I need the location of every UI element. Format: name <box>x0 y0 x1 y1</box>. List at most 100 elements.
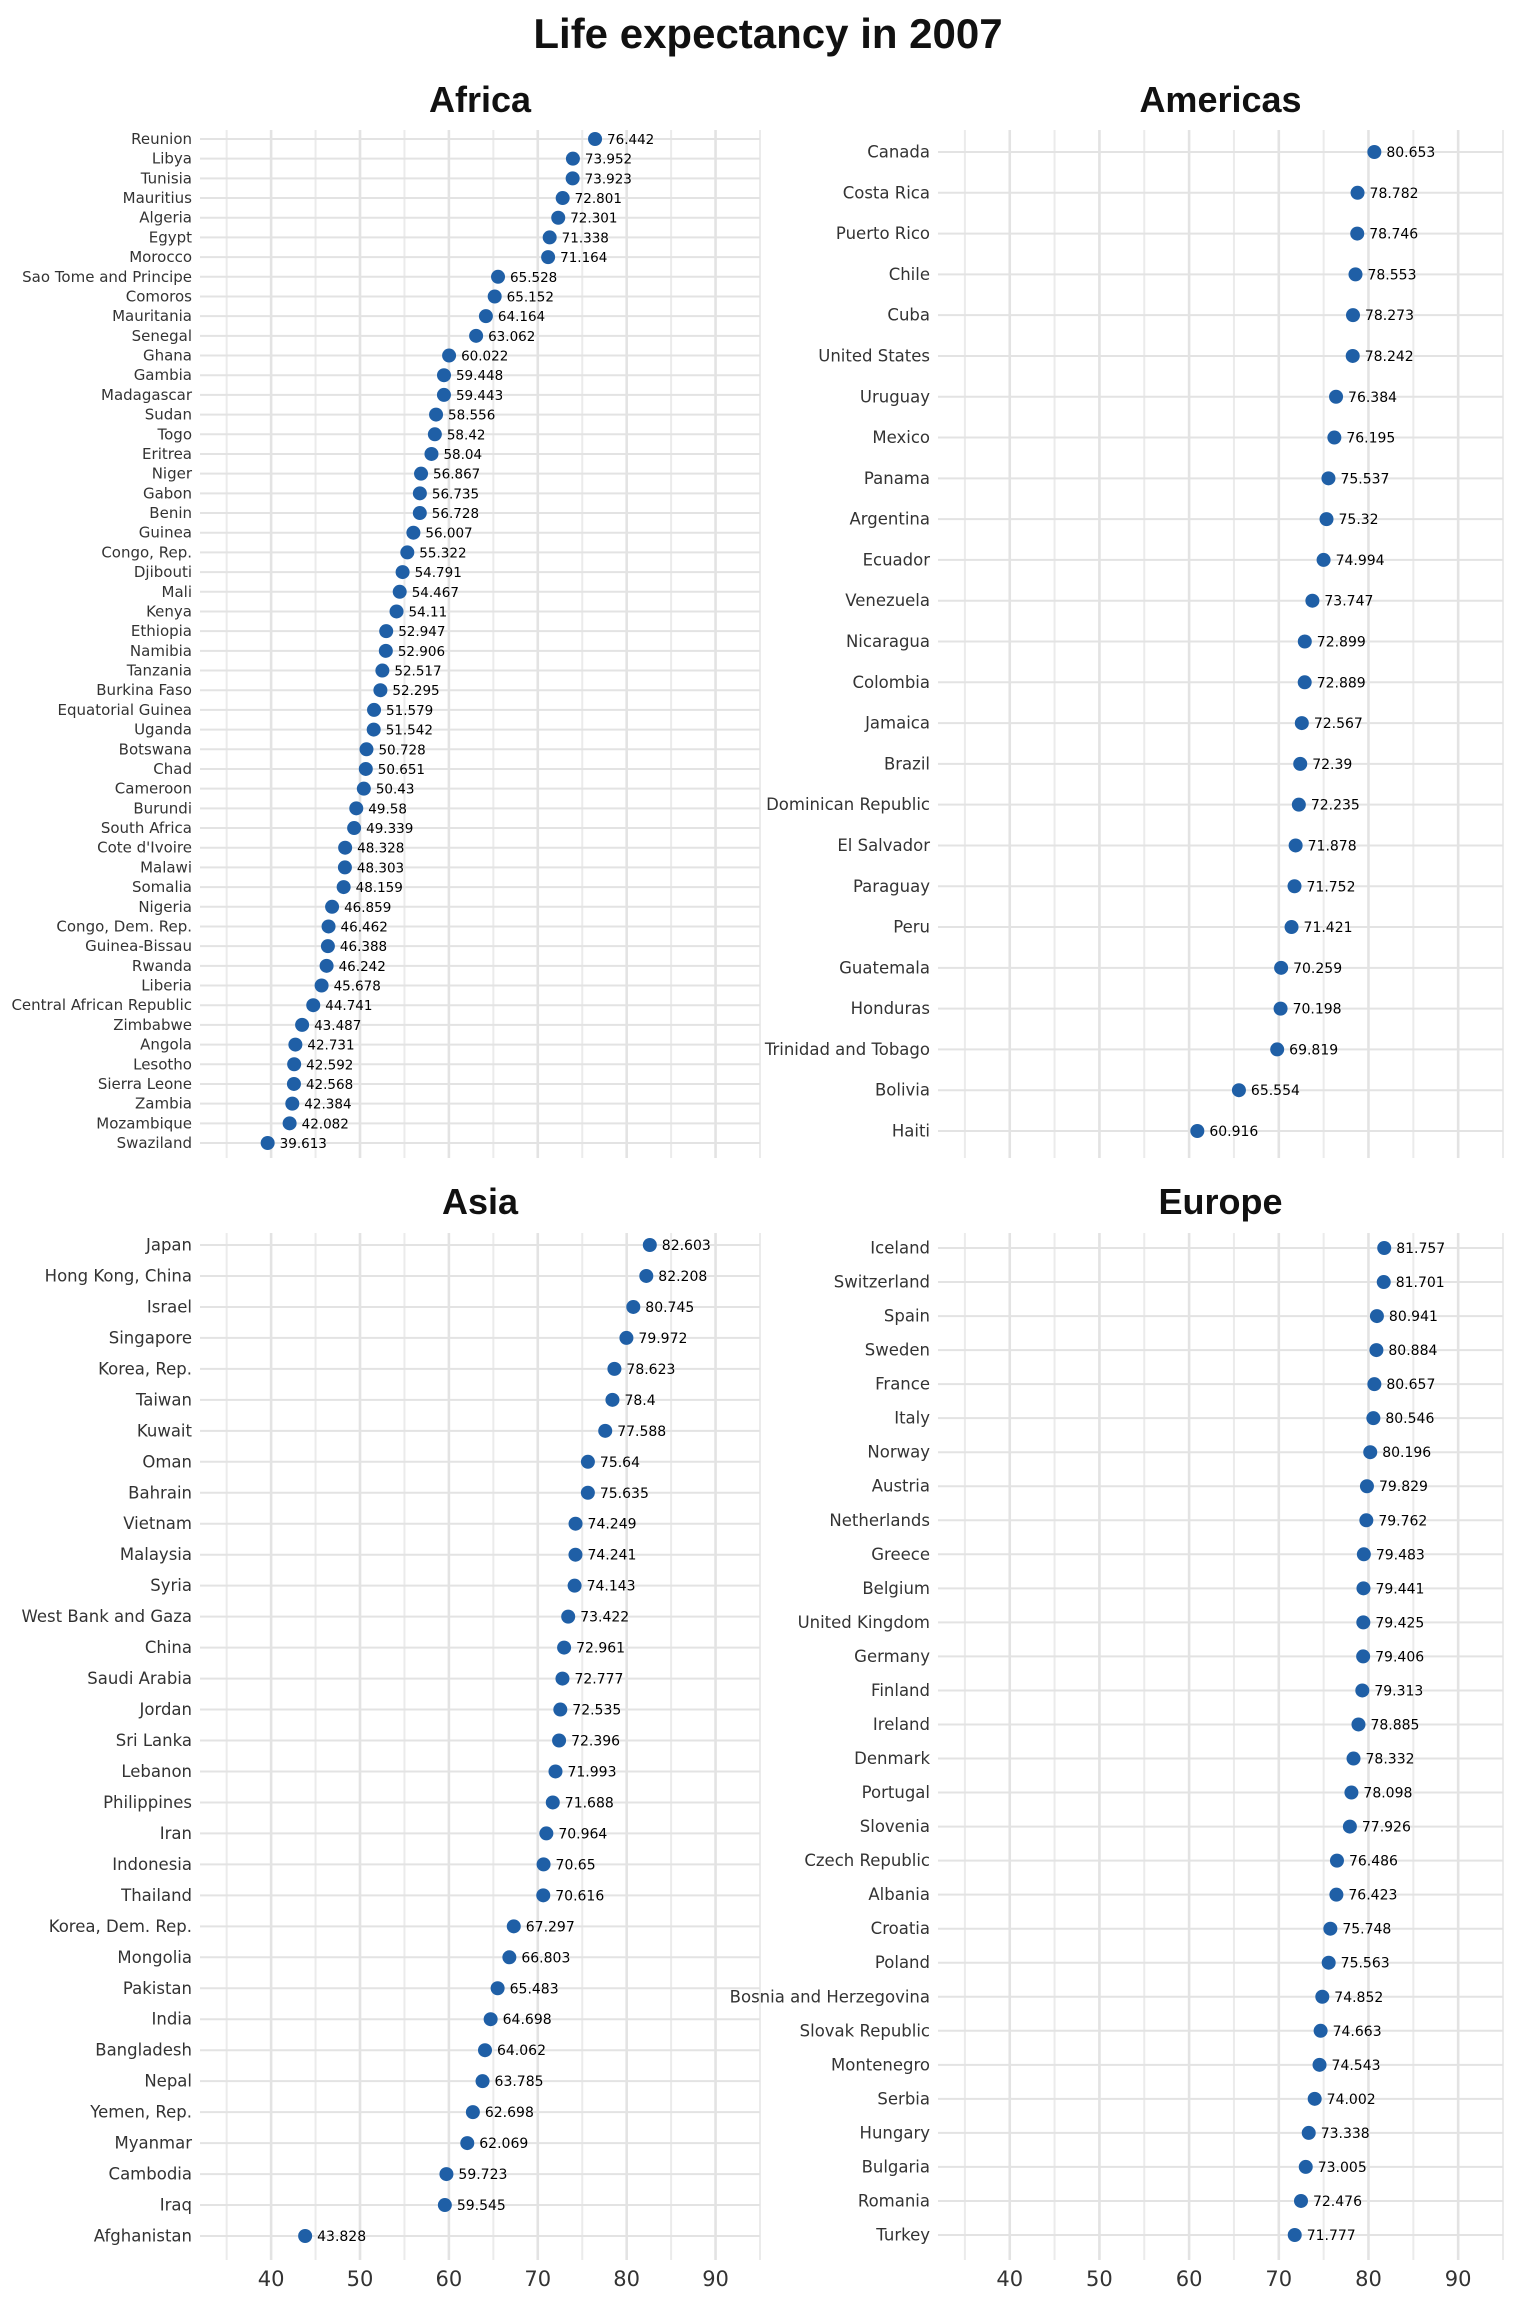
category-label: Malawi <box>140 858 192 876</box>
category-label: Spain <box>884 1307 930 1326</box>
data-point <box>429 407 444 422</box>
data-point <box>542 230 557 245</box>
data-point <box>373 683 388 698</box>
value-label: 51.579 <box>386 703 433 719</box>
x-tick-label: 40 <box>258 2267 285 2291</box>
data-point <box>477 2043 492 2058</box>
category-label: Uruguay <box>860 387 930 406</box>
data-point <box>336 880 351 895</box>
category-label: Cameroon <box>115 780 192 798</box>
value-label: 56.735 <box>432 486 479 502</box>
value-label: 79.972 <box>638 1331 687 1347</box>
data-point <box>359 742 374 757</box>
panel-title: Europe <box>1158 1181 1282 1222</box>
data-point <box>321 919 336 934</box>
category-label: Libya <box>152 150 192 168</box>
data-point <box>1369 1343 1384 1358</box>
data-point <box>1377 1241 1392 1255</box>
category-label: Mali <box>162 583 192 601</box>
value-label: 72.961 <box>576 1641 625 1657</box>
value-label: 63.785 <box>495 2074 544 2090</box>
category-label: Hong Kong, China <box>45 1266 192 1285</box>
data-point <box>439 2167 454 2182</box>
value-label: 50.43 <box>376 782 415 798</box>
category-label: Indonesia <box>112 1855 192 1874</box>
panel-title: Asia <box>442 1181 519 1222</box>
data-point <box>548 1764 563 1779</box>
category-label: Bulgaria <box>862 2157 930 2176</box>
data-point <box>366 722 381 737</box>
data-point <box>306 998 321 1013</box>
data-point <box>555 191 570 206</box>
category-label: Finland <box>871 1681 930 1700</box>
category-label: Gabon <box>143 484 192 502</box>
panel-americas: Americas Canada 80.653 Costa Rica 78.782 Puer… <box>764 79 1504 1158</box>
value-label: 54.11 <box>409 604 448 620</box>
category-label: China <box>145 1638 192 1657</box>
value-label: 74.852 <box>1334 1990 1383 2006</box>
value-label: 80.745 <box>645 1300 694 1316</box>
value-label: 79.441 <box>1375 1581 1424 1597</box>
category-label: Rwanda <box>132 957 192 975</box>
category-label: Taiwan <box>135 1390 192 1409</box>
chart-title: Life expectancy in 2007 <box>533 10 1003 57</box>
category-label: Comoros <box>126 287 192 305</box>
value-label: 56.007 <box>425 526 472 542</box>
panel-asia: Asia Japan 82.603 Hong Kong, China 82.208 Isr… <box>22 1181 761 2291</box>
value-label: 80.546 <box>1385 1411 1434 1427</box>
value-label: 72.567 <box>1314 716 1363 732</box>
value-label: 71.752 <box>1307 879 1356 895</box>
category-label: Philippines <box>103 1793 192 1812</box>
category-label: Nigeria <box>138 898 192 916</box>
category-label: Costa Rica <box>843 183 930 202</box>
data-point <box>642 1238 657 1252</box>
category-label: Singapore <box>109 1328 192 1347</box>
category-label: West Bank and Gaza <box>22 1607 192 1626</box>
category-label: Vietnam <box>123 1514 192 1533</box>
data-point <box>1376 1275 1391 1290</box>
category-label: Togo <box>157 425 193 443</box>
value-label: 73.923 <box>585 171 632 187</box>
category-label: Egypt <box>149 228 192 246</box>
data-point <box>465 2105 480 2120</box>
data-point <box>392 584 407 599</box>
data-point <box>1301 2125 1316 2140</box>
data-point <box>389 604 404 619</box>
value-label: 64.164 <box>498 309 545 325</box>
value-label: 75.748 <box>1342 1922 1391 1938</box>
value-label: 78.885 <box>1370 1717 1419 1733</box>
category-label: Portugal <box>862 1783 930 1802</box>
category-label: Swaziland <box>117 1134 192 1152</box>
data-point <box>1359 1479 1374 1494</box>
value-label: 64.698 <box>503 2012 552 2028</box>
value-label: 62.698 <box>485 2105 534 2121</box>
value-label: 66.803 <box>521 1950 570 1966</box>
value-label: 48.328 <box>357 841 404 857</box>
category-label: Thailand <box>120 1886 192 1905</box>
value-label: 80.653 <box>1386 145 1435 161</box>
value-label: 72.535 <box>572 1703 621 1719</box>
category-label: Iraq <box>160 2196 192 2215</box>
value-label: 72.301 <box>570 211 617 227</box>
value-label: 77.926 <box>1362 1820 1411 1836</box>
category-label: Gambia <box>134 366 192 384</box>
data-point <box>557 1640 572 1655</box>
data-point <box>282 1116 297 1131</box>
data-point <box>298 2229 313 2243</box>
category-label: Serbia <box>877 2089 930 2108</box>
data-point <box>436 387 451 402</box>
value-label: 71.993 <box>567 1764 616 1780</box>
data-point <box>1345 308 1360 323</box>
category-label: Peru <box>893 918 930 937</box>
category-label: Sao Tome and Principe <box>22 268 192 286</box>
category-label: Liberia <box>141 977 192 995</box>
category-label: Sri Lanka <box>116 1731 192 1750</box>
data-point <box>469 328 484 343</box>
category-label: Denmark <box>854 1749 930 1768</box>
category-label: Malaysia <box>120 1545 192 1564</box>
value-label: 78.098 <box>1363 1786 1412 1802</box>
x-tick-label: 40 <box>996 2267 1023 2291</box>
value-label: 71.164 <box>560 250 607 266</box>
value-label: 70.964 <box>558 1826 607 1842</box>
